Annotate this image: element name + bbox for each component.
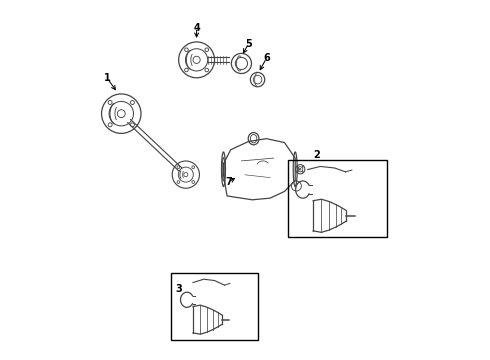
Text: 1: 1 (103, 73, 110, 83)
Text: 5: 5 (245, 39, 252, 49)
Text: 7: 7 (225, 177, 232, 187)
Text: 3: 3 (175, 284, 182, 294)
Text: 2: 2 (313, 150, 320, 160)
Text: 4: 4 (193, 23, 200, 33)
Bar (172, 273, 258, 339)
Bar (288, 160, 387, 237)
Text: 6: 6 (263, 53, 270, 63)
